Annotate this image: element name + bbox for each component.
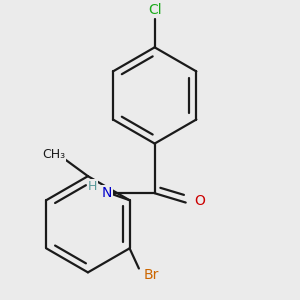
Text: Br: Br — [144, 268, 159, 282]
Text: H: H — [88, 180, 97, 193]
Text: CH₃: CH₃ — [42, 148, 65, 161]
Text: N: N — [101, 186, 112, 200]
Text: O: O — [194, 194, 205, 208]
Text: Cl: Cl — [148, 3, 161, 17]
